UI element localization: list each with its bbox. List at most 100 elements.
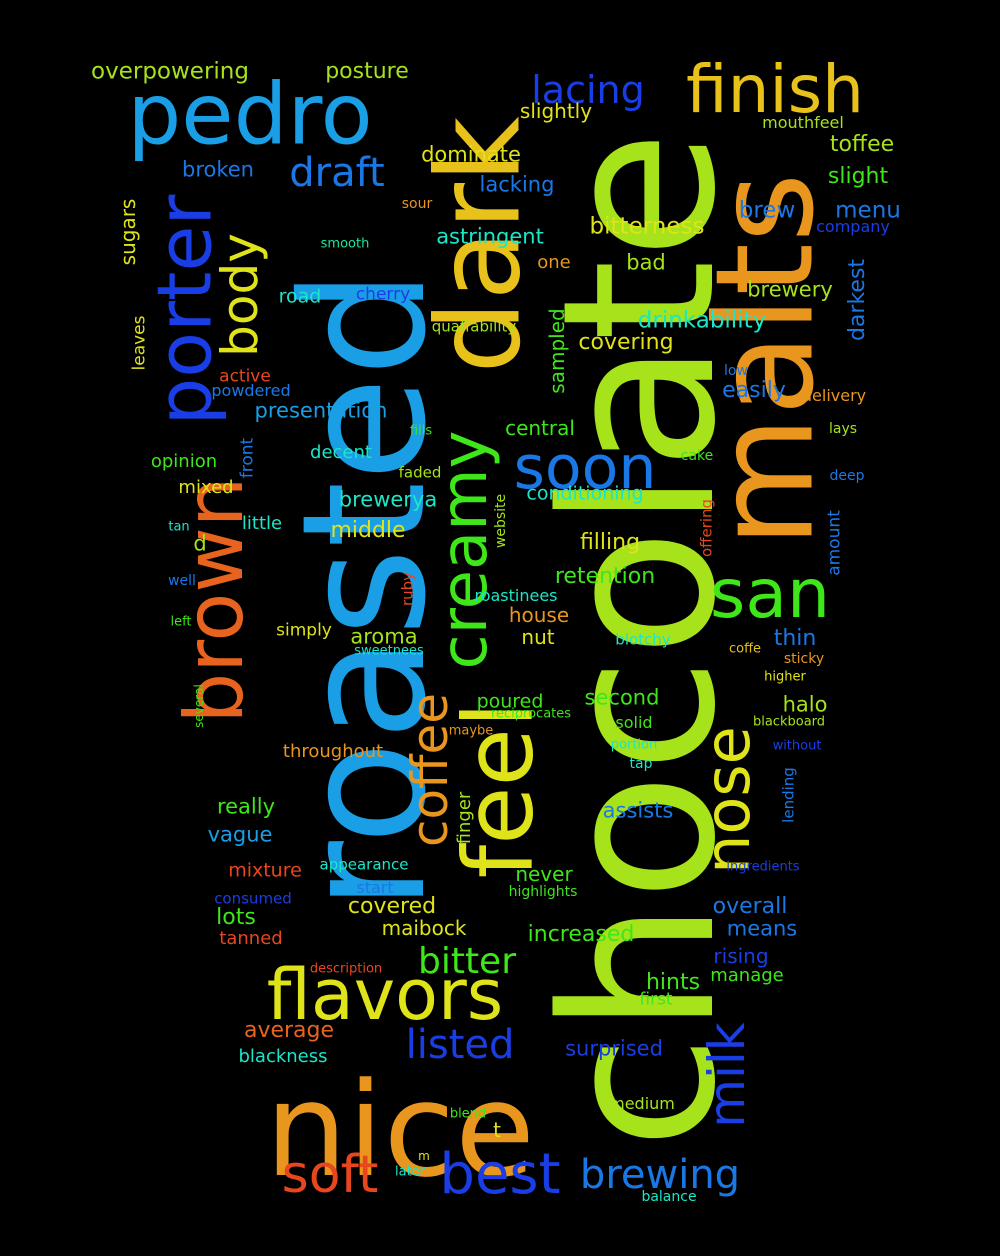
word-malts: malts — [686, 172, 844, 548]
word-covering: covering — [578, 330, 674, 355]
word-bitterness: bitterness — [589, 213, 705, 240]
word-assists: assists — [602, 798, 674, 823]
word-solid: solid — [615, 713, 653, 732]
word-medium: medium — [609, 1094, 675, 1113]
word-highlights: highlights — [508, 884, 578, 900]
word-blend: blend — [449, 1106, 487, 1122]
word-bitter: bitter — [417, 941, 517, 982]
word-mixed: mixed — [178, 477, 234, 498]
word-covered: covered — [347, 894, 437, 919]
word-higher: higher — [764, 669, 806, 685]
word-cake: cake — [680, 448, 714, 464]
word-ingredients: ingredients — [726, 859, 800, 875]
word-lending: lending — [779, 767, 798, 823]
word-rising: rising — [713, 944, 769, 968]
word-deep: deep — [829, 468, 865, 484]
word-nut: nut — [521, 625, 555, 649]
word-portion: portion — [610, 737, 658, 753]
word-san: san — [709, 555, 831, 634]
word-soft: soft — [281, 1145, 379, 1205]
word-thin: thin — [773, 626, 817, 651]
word-blackness: blackness — [238, 1046, 328, 1067]
word-front: front — [237, 437, 258, 479]
word-overall: overall — [712, 894, 788, 919]
word-tanned: tanned — [219, 928, 283, 949]
word-amount: amount — [824, 510, 845, 576]
word-blotchy: blotchy — [615, 630, 671, 649]
word-sticky: sticky — [783, 651, 825, 667]
word-astringent: astringent — [436, 224, 544, 249]
word-website: website — [493, 493, 509, 549]
word-finish: finish — [686, 51, 864, 128]
word-delivery: delivery — [801, 386, 867, 405]
word-t: t — [493, 1118, 501, 1142]
word-leaves: leaves — [129, 315, 150, 371]
word-house: house — [508, 603, 570, 627]
word-sweetnees: sweetnees — [354, 643, 424, 659]
word-poured: poured — [476, 690, 544, 713]
word-mixture: mixture — [228, 859, 302, 882]
word-reciprocates: reciprocates — [490, 706, 572, 722]
word-maybe: maybe — [448, 723, 494, 739]
word-low: low — [724, 363, 748, 379]
word-ruby: ruby — [398, 571, 417, 607]
word-sugars: sugars — [116, 198, 140, 266]
word-left: left — [170, 614, 192, 630]
word-brewerya: brewerya — [338, 487, 438, 512]
word-milk: milk — [698, 1022, 756, 1128]
word-powdered: powdered — [211, 381, 291, 400]
word-filling: filling — [579, 530, 641, 555]
word-means: means — [726, 916, 798, 941]
word-overpowering: overpowering — [91, 58, 249, 85]
word-listed: listed — [405, 1022, 515, 1068]
word-lacing: lacing — [531, 68, 645, 112]
word-company: company — [816, 217, 890, 236]
word-aroma: aroma — [350, 624, 418, 649]
word-second: second — [584, 685, 660, 710]
word-throughout: throughout — [282, 741, 384, 762]
word-tap: tap — [629, 756, 653, 772]
word-mouthfeel: mouthfeel — [762, 113, 844, 132]
word-brew: brew — [738, 197, 796, 224]
word-toffee: toffee — [829, 132, 895, 157]
word-middle: middle — [330, 518, 406, 543]
word-body: body — [211, 233, 269, 357]
word-menu: menu — [835, 197, 901, 224]
word-offering: offering — [697, 498, 716, 558]
word-presentation: presentation — [254, 398, 388, 423]
word-smooth: smooth — [320, 236, 370, 252]
word-posture: posture — [325, 59, 409, 84]
word-several: several — [192, 684, 206, 728]
word-fills: fills — [409, 423, 433, 439]
word-vague: vague — [207, 822, 273, 847]
word-nice: nice — [265, 1054, 535, 1206]
word-opinion: opinion — [150, 451, 218, 472]
word-finger: finger — [454, 791, 475, 845]
word-one: one — [537, 252, 571, 273]
word-increased: increased — [527, 922, 635, 947]
word-d: d — [193, 531, 207, 556]
word-without: without — [772, 738, 822, 754]
word-coffe: coffe — [728, 641, 762, 657]
word-slight: slight — [827, 164, 889, 189]
word-conditioning: conditioning — [526, 482, 644, 505]
word-lays: lays — [828, 421, 858, 437]
word-tan: tan — [168, 519, 190, 535]
word-decent: decent — [310, 442, 372, 463]
word-roastinees: roastinees — [474, 586, 558, 605]
word-m: m — [418, 1149, 430, 1163]
word-best: best — [439, 1142, 561, 1207]
word-cherry: cherry — [355, 284, 411, 305]
word-draft: draft — [289, 150, 385, 196]
word-really: really — [216, 794, 276, 819]
word-quaffability: quaffability — [431, 317, 517, 336]
word-brewery: brewery — [747, 277, 833, 302]
word-darkest: darkest — [845, 258, 870, 342]
word-nose: nose — [691, 726, 764, 874]
word-bad: bad — [626, 250, 666, 275]
word-soon: soon — [513, 433, 657, 503]
word-sampled: sampled — [545, 308, 569, 394]
word-maibock: maibock — [381, 916, 467, 940]
word-central: central — [505, 416, 575, 440]
